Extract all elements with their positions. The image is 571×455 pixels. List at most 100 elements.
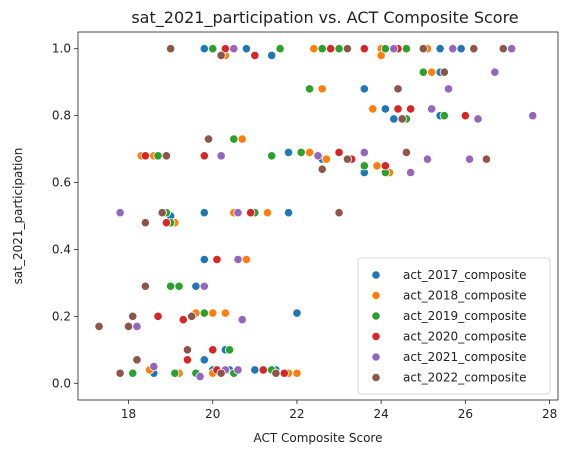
point-act_2019_composite-20 (174, 281, 184, 291)
point-act_2020_composite-21 (182, 355, 193, 365)
point-act_2020_composite-8 (460, 111, 470, 121)
point-act_2022_composite-3 (418, 44, 428, 54)
legend-box (357, 257, 551, 395)
point-act_2018_composite-4 (376, 50, 386, 61)
y-tick-label-4: 0.8 (52, 109, 71, 123)
point-act_2021_composite-15 (115, 208, 125, 218)
y-tick-label-3: 0.6 (52, 176, 71, 190)
point-act_2022_composite-1 (216, 50, 226, 61)
point-act_2020_composite-14 (380, 161, 390, 171)
point-act_2022_composite-17 (334, 208, 344, 218)
point-act_2020_composite-3 (359, 44, 369, 54)
point-act_2022_composite-9 (161, 151, 172, 161)
x-tick-label-1: 20 (205, 407, 220, 421)
point-act_2021_composite-9 (216, 151, 226, 161)
point-act_2018_composite-22 (208, 308, 218, 318)
x-tick-label-3: 24 (374, 407, 389, 421)
point-act_2022_composite-0 (166, 44, 176, 54)
point-act_2017_composite-4 (435, 44, 445, 54)
point-act_2021_composite-0 (229, 44, 239, 54)
point-act_2019_composite-21 (199, 308, 209, 318)
point-act_2022_composite-24 (115, 368, 125, 378)
legend-marker-act_2018_composite (371, 290, 381, 301)
point-act_2019_composite-0 (208, 44, 218, 54)
legend-marker-act_2022_composite (371, 372, 381, 383)
point-act_2019_composite-7 (439, 111, 449, 121)
y-axis-label: sat_2021_participation (11, 148, 25, 285)
point-act_2021_composite-10 (313, 151, 323, 161)
point-act_2017_composite-6 (359, 84, 369, 94)
point-act_2022_composite-27 (271, 368, 281, 378)
point-act_2017_composite-2 (241, 44, 252, 54)
point-act_2020_composite-24 (258, 365, 268, 375)
point-act_2021_composite-19 (233, 254, 243, 265)
point-act_2022_composite-2 (342, 44, 353, 54)
point-act_2017_composite-17 (199, 208, 209, 218)
point-act_2022_composite-21 (128, 311, 138, 321)
point-act_2022_composite-8 (397, 114, 407, 124)
point-act_2021_composite-21 (132, 321, 142, 331)
point-act_2021_composite-2 (448, 44, 458, 54)
point-act_2020_composite-25 (279, 368, 289, 378)
point-act_2021_composite-22 (149, 361, 159, 372)
point-act_2017_composite-12 (283, 147, 294, 158)
x-tick-label-5: 28 (542, 407, 557, 421)
point-act_2021_composite-13 (422, 154, 433, 164)
point-act_2022_composite-16 (157, 208, 167, 218)
point-act_2020_composite-16 (246, 208, 256, 218)
point-act_2021_composite-6 (427, 104, 437, 114)
point-act_2022_composite-18 (140, 281, 150, 291)
point-act_2017_composite-0 (199, 44, 209, 54)
point-act_2018_composite-8 (427, 67, 437, 77)
y-axis-ticks: 0.0 0.2 0.4 0.6 0.8 1.0 (52, 42, 78, 390)
x-tick-label-0: 18 (121, 407, 136, 421)
y-tick-label-1: 0.2 (52, 309, 71, 323)
y-tick-label-5: 1.0 (52, 42, 71, 56)
point-act_2017_composite-21 (292, 308, 302, 318)
point-act_2019_composite-6 (418, 67, 428, 77)
point-act_2020_composite-7 (406, 104, 416, 114)
point-act_2017_composite-8 (389, 114, 399, 124)
x-axis-ticks: 18 20 22 24 26 28 (121, 400, 557, 421)
point-act_2019_composite-13 (296, 147, 306, 158)
point-act_2020_composite-19 (153, 311, 163, 321)
x-tick-label-2: 22 (289, 407, 304, 421)
point-act_2021_composite-25 (233, 365, 243, 375)
point-act_2021_composite-5 (443, 84, 454, 94)
point-act_2019_composite-19 (166, 281, 176, 291)
point-act_2022_composite-5 (498, 44, 508, 54)
legend: act_2017_composite act_2018_composite act_… (357, 257, 551, 395)
point-act_2018_composite-19 (241, 254, 252, 265)
point-act_2018_composite-23 (220, 308, 230, 318)
point-act_2022_composite-19 (94, 321, 104, 331)
point-act_2019_composite-23 (128, 368, 138, 378)
x-axis-label: ACT Composite Score (254, 431, 383, 445)
point-act_2019_composite-1 (275, 44, 285, 54)
legend-marker-act_2020_composite (371, 331, 381, 342)
point-act_2017_composite-20 (191, 281, 201, 291)
point-act_2017_composite-18 (283, 208, 294, 218)
point-act_2020_composite-17 (212, 254, 222, 265)
point-act_2020_composite-6 (393, 104, 403, 114)
point-act_2019_composite-10 (153, 151, 163, 161)
point-act_2022_composite-12 (342, 154, 353, 164)
legend-label-act_2017_composite: act_2017_composite (403, 268, 526, 282)
point-act_2018_composite-11 (237, 134, 247, 144)
point-act_2022_composite-4 (469, 44, 479, 54)
legend-label-act_2020_composite: act_2020_composite (403, 330, 526, 344)
point-act_2022_composite-20 (123, 321, 134, 331)
point-act_2022_composite-23 (132, 355, 142, 365)
point-act_2020_composite-12 (334, 147, 344, 158)
point-act_2017_composite-24 (199, 355, 209, 365)
point-act_2018_composite-13 (321, 154, 332, 164)
point-act_2017_composite-28 (250, 365, 260, 375)
point-act_2022_composite-13 (401, 147, 412, 158)
point-act_2021_composite-3 (507, 44, 517, 54)
x-tick-label-4: 26 (458, 407, 473, 421)
point-act_2017_composite-5 (456, 44, 466, 54)
data-points (94, 44, 538, 382)
point-act_2021_composite-12 (406, 167, 416, 178)
point-act_2020_composite-15 (161, 218, 172, 228)
point-act_2022_composite-22 (187, 311, 197, 321)
